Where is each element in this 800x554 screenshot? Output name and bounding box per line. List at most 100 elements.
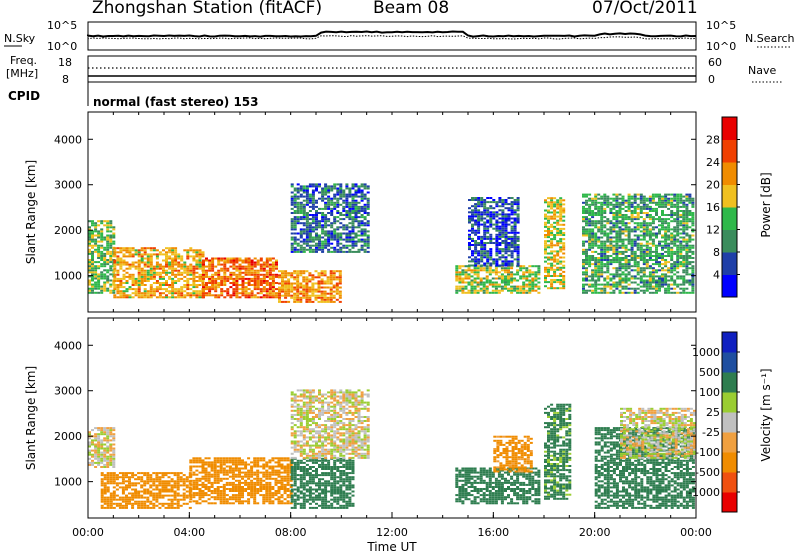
- echo-cell: [183, 284, 187, 286]
- echo-cell: [600, 207, 604, 210]
- echo-cell: [513, 258, 517, 261]
- echo-cell: [208, 259, 212, 262]
- echo-cell: [198, 471, 202, 474]
- echo-cell: [507, 223, 511, 226]
- echo-cell: [317, 290, 321, 293]
- echo-cell: [612, 257, 616, 259]
- echo-cell: [106, 234, 110, 237]
- echo-cell: [109, 273, 113, 276]
- echo-cell: [174, 273, 178, 276]
- echo-cell: [125, 247, 129, 250]
- echo-cell: [317, 288, 321, 291]
- echo-cell: [519, 265, 523, 268]
- echo-cell: [655, 244, 658, 247]
- echo-cell: [360, 220, 364, 223]
- echo-cell: [164, 490, 168, 493]
- echo-cell: [174, 251, 178, 254]
- echo-cell: [103, 463, 107, 466]
- echo-cell: [335, 292, 339, 295]
- echo-cell: [537, 265, 541, 268]
- echo-cell: [318, 197, 321, 200]
- echo-cell: [633, 257, 637, 259]
- echo-cell: [323, 298, 327, 301]
- echo-cell: [473, 289, 477, 292]
- echo-cell: [268, 267, 272, 270]
- echo-cell: [507, 273, 510, 276]
- echo-cell: [192, 282, 196, 284]
- echo-cell: [198, 479, 202, 482]
- echo-cell: [682, 265, 686, 268]
- echo-cell: [597, 240, 601, 243]
- echo-cell: [164, 484, 168, 487]
- echo-cell: [624, 199, 628, 202]
- echo-cell: [174, 282, 178, 284]
- echo-cell: [143, 484, 147, 487]
- echo-cell: [100, 259, 104, 261]
- echo-cell: [661, 201, 664, 204]
- echo-cell: [296, 197, 300, 200]
- echo-cell: [504, 279, 507, 282]
- echo-cell: [470, 275, 474, 278]
- echo-cell: [676, 250, 680, 253]
- echo-cell: [615, 240, 619, 243]
- echo-cell: [201, 483, 205, 486]
- echo-cell: [498, 237, 502, 240]
- echo-cell: [500, 281, 504, 284]
- echo-cell: [290, 296, 294, 299]
- echo-cell: [537, 273, 541, 276]
- echo-cell: [636, 228, 640, 231]
- echo-cell: [317, 300, 321, 303]
- echo-cell: [585, 210, 588, 212]
- echo-cell: [667, 269, 671, 272]
- echo-cell: [211, 277, 215, 280]
- echo-cell: [477, 213, 481, 216]
- echo-cell: [591, 277, 595, 280]
- echo-cell: [202, 294, 205, 297]
- echo-cell: [639, 234, 643, 237]
- echo-cell: [507, 281, 510, 284]
- echo-cell: [562, 211, 566, 214]
- echo-cell: [636, 244, 640, 247]
- echo-cell: [305, 195, 309, 198]
- echo-cell: [171, 253, 175, 256]
- echo-cell: [210, 481, 214, 484]
- echo-cell: [329, 298, 333, 301]
- echo-cell: [636, 271, 640, 274]
- echo-cell: [606, 259, 610, 261]
- echo-cell: [162, 267, 165, 270]
- echo-cell: [192, 275, 196, 278]
- echo-cell: [342, 228, 346, 231]
- echo-cell: [492, 211, 496, 214]
- plot-title: Zhongshan Station (fitACF): [92, 0, 323, 18]
- echo-cell: [219, 496, 223, 499]
- echo-cell: [661, 269, 664, 272]
- echo-cell: [630, 228, 634, 231]
- echo-cell: [594, 283, 598, 286]
- echo-cell: [585, 252, 588, 255]
- echo-cell: [691, 203, 695, 206]
- echo-cell: [621, 203, 625, 206]
- echo-cell: [498, 225, 502, 228]
- echo-cell: [645, 199, 649, 202]
- echo-cell: [488, 273, 492, 276]
- echo-cell: [636, 205, 640, 208]
- echo-cell: [167, 498, 171, 501]
- echo-cell: [122, 261, 126, 264]
- echo-cell: [131, 282, 135, 284]
- echo-cell: [458, 289, 462, 292]
- echo-cell: [192, 494, 196, 497]
- echo-cell: [332, 274, 336, 277]
- echo-cell: [612, 212, 616, 214]
- echo-cell: [682, 259, 686, 261]
- echo-cell: [311, 278, 315, 281]
- echo-cell: [486, 262, 490, 265]
- echo-cell: [311, 220, 315, 223]
- echo-cell: [324, 222, 328, 225]
- echo-cell: [226, 294, 230, 297]
- echo-cell: [182, 492, 186, 495]
- echo-cell: [106, 463, 110, 466]
- echo-cell: [594, 271, 598, 274]
- echo-cell: [152, 492, 156, 495]
- echo-cell: [559, 209, 563, 212]
- echo-cell: [94, 437, 98, 440]
